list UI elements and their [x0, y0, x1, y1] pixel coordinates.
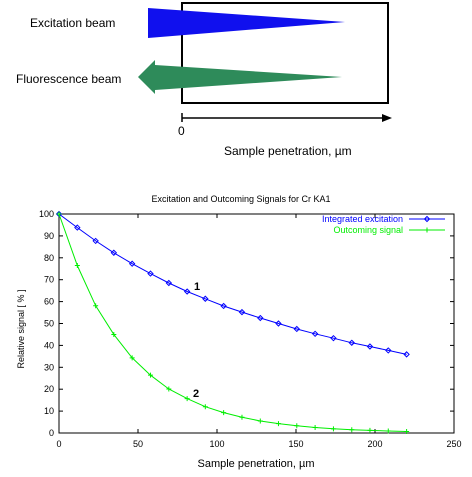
y-tick-label: 80	[44, 253, 54, 263]
data-point-series-2	[404, 428, 410, 434]
y-axis-label: Relative signal [ % ]	[16, 289, 26, 368]
penetration-axis-label: Sample penetration, µm	[224, 144, 352, 158]
series-line-2	[58, 213, 407, 432]
data-point-series-2	[239, 414, 245, 420]
data-point-series-2	[349, 427, 355, 433]
y-tick-label: 40	[44, 340, 54, 350]
data-point-series-1	[110, 249, 118, 256]
data-point-series-2	[56, 211, 62, 217]
data-point-series-1	[202, 295, 209, 302]
data-point-series-1	[147, 270, 154, 277]
data-point-series-2	[184, 396, 190, 402]
legend-label-integrated-excitation: Integrated excitation	[322, 214, 403, 224]
y-tick-label: 30	[44, 362, 54, 372]
data-point-series-2	[166, 386, 172, 392]
data-point-series-1	[366, 343, 374, 350]
data-point-series-1	[348, 339, 355, 346]
sample-box	[181, 2, 389, 104]
y-tick-label: 70	[44, 275, 54, 285]
data-point-series-2	[294, 423, 300, 429]
data-point-series-1	[330, 334, 337, 342]
penetration-axis-zero: 0	[178, 124, 185, 138]
data-point-series-2	[74, 262, 80, 268]
data-point-series-1	[403, 351, 410, 358]
chart: Excitation and Outcoming Signals for Cr …	[16, 194, 462, 470]
data-point-series-2	[312, 425, 318, 431]
data-point-series-1	[238, 308, 246, 316]
data-point-series-1	[311, 330, 319, 338]
x-tick-label: 0	[56, 439, 61, 449]
legend-label-outcoming-signal: Outcoming signal	[333, 225, 403, 235]
data-point-series-1	[293, 325, 300, 333]
data-point-series-1	[92, 237, 99, 245]
excitation-beam-arrow	[148, 8, 345, 38]
series-annotation-2: 2	[193, 388, 199, 400]
data-point-series-1	[183, 288, 191, 295]
x-tick-label: 150	[288, 439, 303, 449]
x-axis-label: Sample penetration, µm	[197, 458, 314, 470]
penetration-axis-arrowhead	[382, 114, 392, 122]
data-point-series-2	[367, 427, 373, 433]
series-line-1	[58, 213, 407, 355]
legend-marker-1	[423, 215, 431, 223]
data-point-series-2	[129, 355, 135, 361]
data-point-series-2	[93, 303, 99, 309]
x-tick-label: 200	[367, 439, 382, 449]
x-tick-label: 250	[446, 439, 461, 449]
data-point-series-2	[147, 372, 153, 378]
data-point-series-2	[330, 426, 336, 432]
y-tick-label: 20	[44, 384, 54, 394]
fluorescence-beam-arrow	[138, 60, 342, 94]
data-point-series-1	[74, 224, 81, 231]
plot-area	[58, 213, 455, 434]
x-tick-label: 50	[133, 439, 143, 449]
y-tick-label: 0	[49, 428, 54, 438]
data-point-series-1	[220, 302, 227, 310]
data-point-series-1	[385, 347, 392, 354]
y-tick-label: 10	[44, 406, 54, 416]
data-point-series-2	[221, 410, 227, 416]
y-tick-label: 50	[44, 319, 54, 329]
legend-marker-2	[424, 227, 430, 233]
y-tick-label: 100	[39, 209, 54, 219]
fluorescence-beam-label: Fluorescence beam	[16, 72, 121, 86]
chart-title: Excitation and Outcoming Signals for Cr …	[151, 194, 330, 204]
data-point-series-2	[111, 331, 117, 337]
data-point-series-2	[385, 428, 391, 434]
beam-diagram: Excitation beam Fluorescence beam 0 Samp…	[16, 2, 392, 158]
data-point-series-1	[128, 260, 136, 267]
data-point-series-2	[275, 421, 281, 427]
data-point-series-1	[165, 279, 173, 287]
data-point-series-2	[257, 418, 263, 424]
series-annotation-1: 1	[194, 281, 200, 293]
data-point-series-1	[257, 314, 264, 322]
y-tick-label: 60	[44, 297, 54, 307]
y-tick-label: 90	[44, 231, 54, 241]
x-tick-label: 100	[209, 439, 224, 449]
data-point-series-1	[275, 320, 282, 327]
excitation-beam-label: Excitation beam	[30, 16, 115, 30]
data-point-series-2	[202, 404, 208, 410]
